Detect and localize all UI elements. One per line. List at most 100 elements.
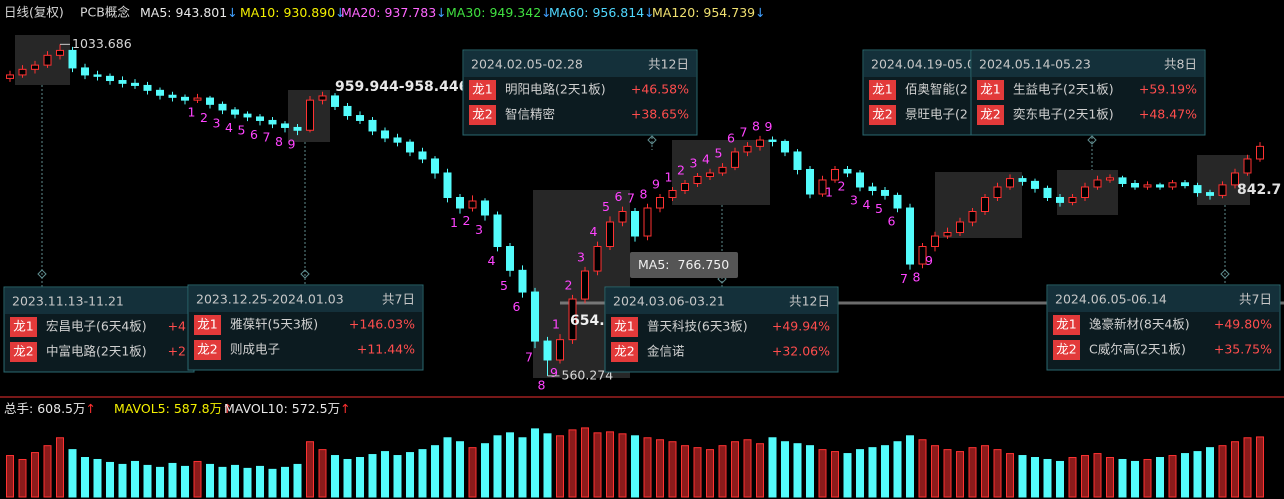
candle-body: [481, 200, 489, 216]
volume-bar: [1243, 437, 1252, 498]
leader-name: 景旺电子(2: [905, 107, 968, 122]
leader-badge: [1053, 340, 1080, 360]
volume-bar: [543, 433, 552, 498]
volume-bar: [431, 445, 439, 498]
volume-bar: [131, 460, 139, 498]
candle-body: [1031, 180, 1039, 189]
leader-change: +46.58%: [631, 82, 689, 97]
sell-setup-count: 1: [665, 169, 673, 184]
leader-change: +38.65%: [631, 107, 689, 122]
buy-setup-count: 5: [875, 201, 883, 216]
volume-label: 总手:: [4, 401, 33, 416]
volume-bar: [943, 449, 952, 498]
leader-badge: [194, 340, 221, 360]
candle-body: [106, 75, 114, 82]
ma-value: 943.801: [176, 5, 228, 20]
candle-body: [18, 68, 27, 76]
candle-body: [268, 119, 277, 125]
volume-bar: [206, 463, 214, 498]
ma-arrow: ↓: [644, 5, 654, 20]
volume-bar: [731, 441, 739, 498]
panel-total: 共12日: [789, 294, 830, 309]
buy-setup-count: 9: [288, 137, 296, 152]
volume-bar: [1118, 458, 1127, 498]
volume-bar: [668, 441, 677, 498]
volume-bar: [531, 428, 539, 498]
buy-setup-count: 2: [838, 179, 846, 194]
ma-legend: MA20: 937.783↓: [341, 5, 447, 20]
volume-bar: [856, 449, 864, 498]
buy-setup-count: 1: [825, 184, 833, 199]
sell-setup-count: 5: [715, 146, 723, 161]
buy-setup-count: 1: [450, 215, 458, 230]
candle-body: [1256, 145, 1264, 160]
leader-change: +32.06%: [772, 344, 830, 359]
leader-tag: 龙1: [980, 82, 1000, 97]
candle-body: [943, 232, 952, 237]
leader-badge: [611, 317, 638, 337]
sell-setup-count: 7: [740, 125, 748, 140]
connector-diamond: [1220, 269, 1230, 279]
leader-tag: 龙1: [472, 82, 492, 97]
volume-value: 572.5万: [292, 401, 340, 416]
volume-bar: [593, 432, 602, 498]
ma-label: MA60:: [549, 5, 588, 20]
volume-value: 587.8万: [174, 401, 222, 416]
candle-body: [906, 207, 914, 265]
candle-body: [743, 145, 752, 153]
candle-body: [1131, 182, 1139, 188]
volume-bar: [556, 435, 564, 498]
volume-bar: [181, 465, 189, 498]
volume-bar: [6, 455, 14, 498]
volume-bar: [681, 445, 689, 498]
leader-name: 奕东电子(2天1板): [1013, 107, 1114, 122]
sell-setup-count: 7: [627, 190, 635, 205]
candle-body: [881, 189, 889, 196]
volume-bar: [631, 435, 639, 498]
candle-body: [843, 168, 852, 174]
candle-body: [1231, 172, 1239, 186]
leader-tag: 龙2: [614, 344, 634, 359]
volume-bar: [743, 439, 752, 498]
high-label: 1033.686: [72, 36, 132, 51]
leader-badge: [469, 80, 496, 100]
volume-bar: [43, 445, 52, 498]
volume-bar: [918, 439, 927, 498]
connector-diamond: [37, 269, 47, 279]
volume-bar: [956, 451, 964, 498]
candle-body: [193, 97, 202, 101]
price-label: 842.7: [1237, 182, 1281, 198]
volume-bar: [293, 463, 302, 498]
volume-bar: [218, 466, 227, 498]
volume-bar: [793, 443, 802, 498]
candle-body: [981, 196, 989, 213]
volume-bar: [443, 437, 452, 498]
candle-body: [406, 141, 414, 153]
ma-label: MA120:: [652, 5, 699, 20]
tooltip-value: 766.750: [678, 257, 730, 272]
buy-setup-count: 1: [188, 104, 196, 119]
candle-body: [756, 139, 764, 147]
buy-setup-count: 9: [550, 365, 558, 380]
leader-tag: 龙1: [872, 82, 892, 97]
candle-body: [356, 115, 364, 121]
candle-body: [1056, 196, 1064, 203]
candle-body: [656, 196, 664, 209]
leader-change: +49.80%: [1214, 317, 1272, 332]
volume-bar: [281, 466, 289, 498]
candle-body: [931, 235, 939, 248]
volume-bar: [981, 445, 989, 498]
panel-total: 共8日: [1164, 57, 1197, 72]
volume-bar: [193, 460, 202, 498]
candle-body: [556, 339, 564, 361]
volume-bar: [481, 443, 489, 498]
volume-bar: [693, 447, 702, 498]
volume-bar: [1106, 457, 1114, 498]
sell-setup-count: 2: [677, 162, 685, 177]
panel-header: [606, 288, 837, 314]
volume-bar: [118, 463, 127, 498]
price-label: 654.7: [570, 313, 614, 329]
candle-body: [1193, 185, 1202, 194]
candle-body: [56, 49, 64, 56]
range-label: 959.944-958.446: [335, 79, 468, 95]
